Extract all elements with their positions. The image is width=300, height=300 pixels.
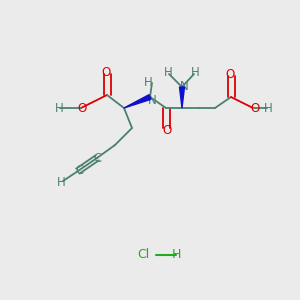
- Polygon shape: [124, 95, 151, 108]
- Text: O: O: [225, 68, 235, 82]
- Text: C: C: [94, 152, 102, 164]
- Text: O: O: [101, 67, 111, 80]
- Polygon shape: [179, 87, 184, 108]
- Text: H: H: [190, 67, 200, 80]
- Text: H: H: [171, 248, 181, 262]
- Text: H: H: [144, 76, 152, 89]
- Text: H: H: [164, 67, 172, 80]
- Text: O: O: [250, 103, 260, 116]
- Text: H: H: [55, 101, 63, 115]
- Text: Cl: Cl: [137, 248, 149, 262]
- Text: N: N: [148, 94, 156, 106]
- Text: H: H: [264, 101, 272, 115]
- Text: O: O: [162, 124, 172, 136]
- Text: N: N: [180, 80, 188, 94]
- Text: C: C: [75, 164, 83, 178]
- Text: O: O: [77, 103, 87, 116]
- Text: H: H: [57, 176, 65, 188]
